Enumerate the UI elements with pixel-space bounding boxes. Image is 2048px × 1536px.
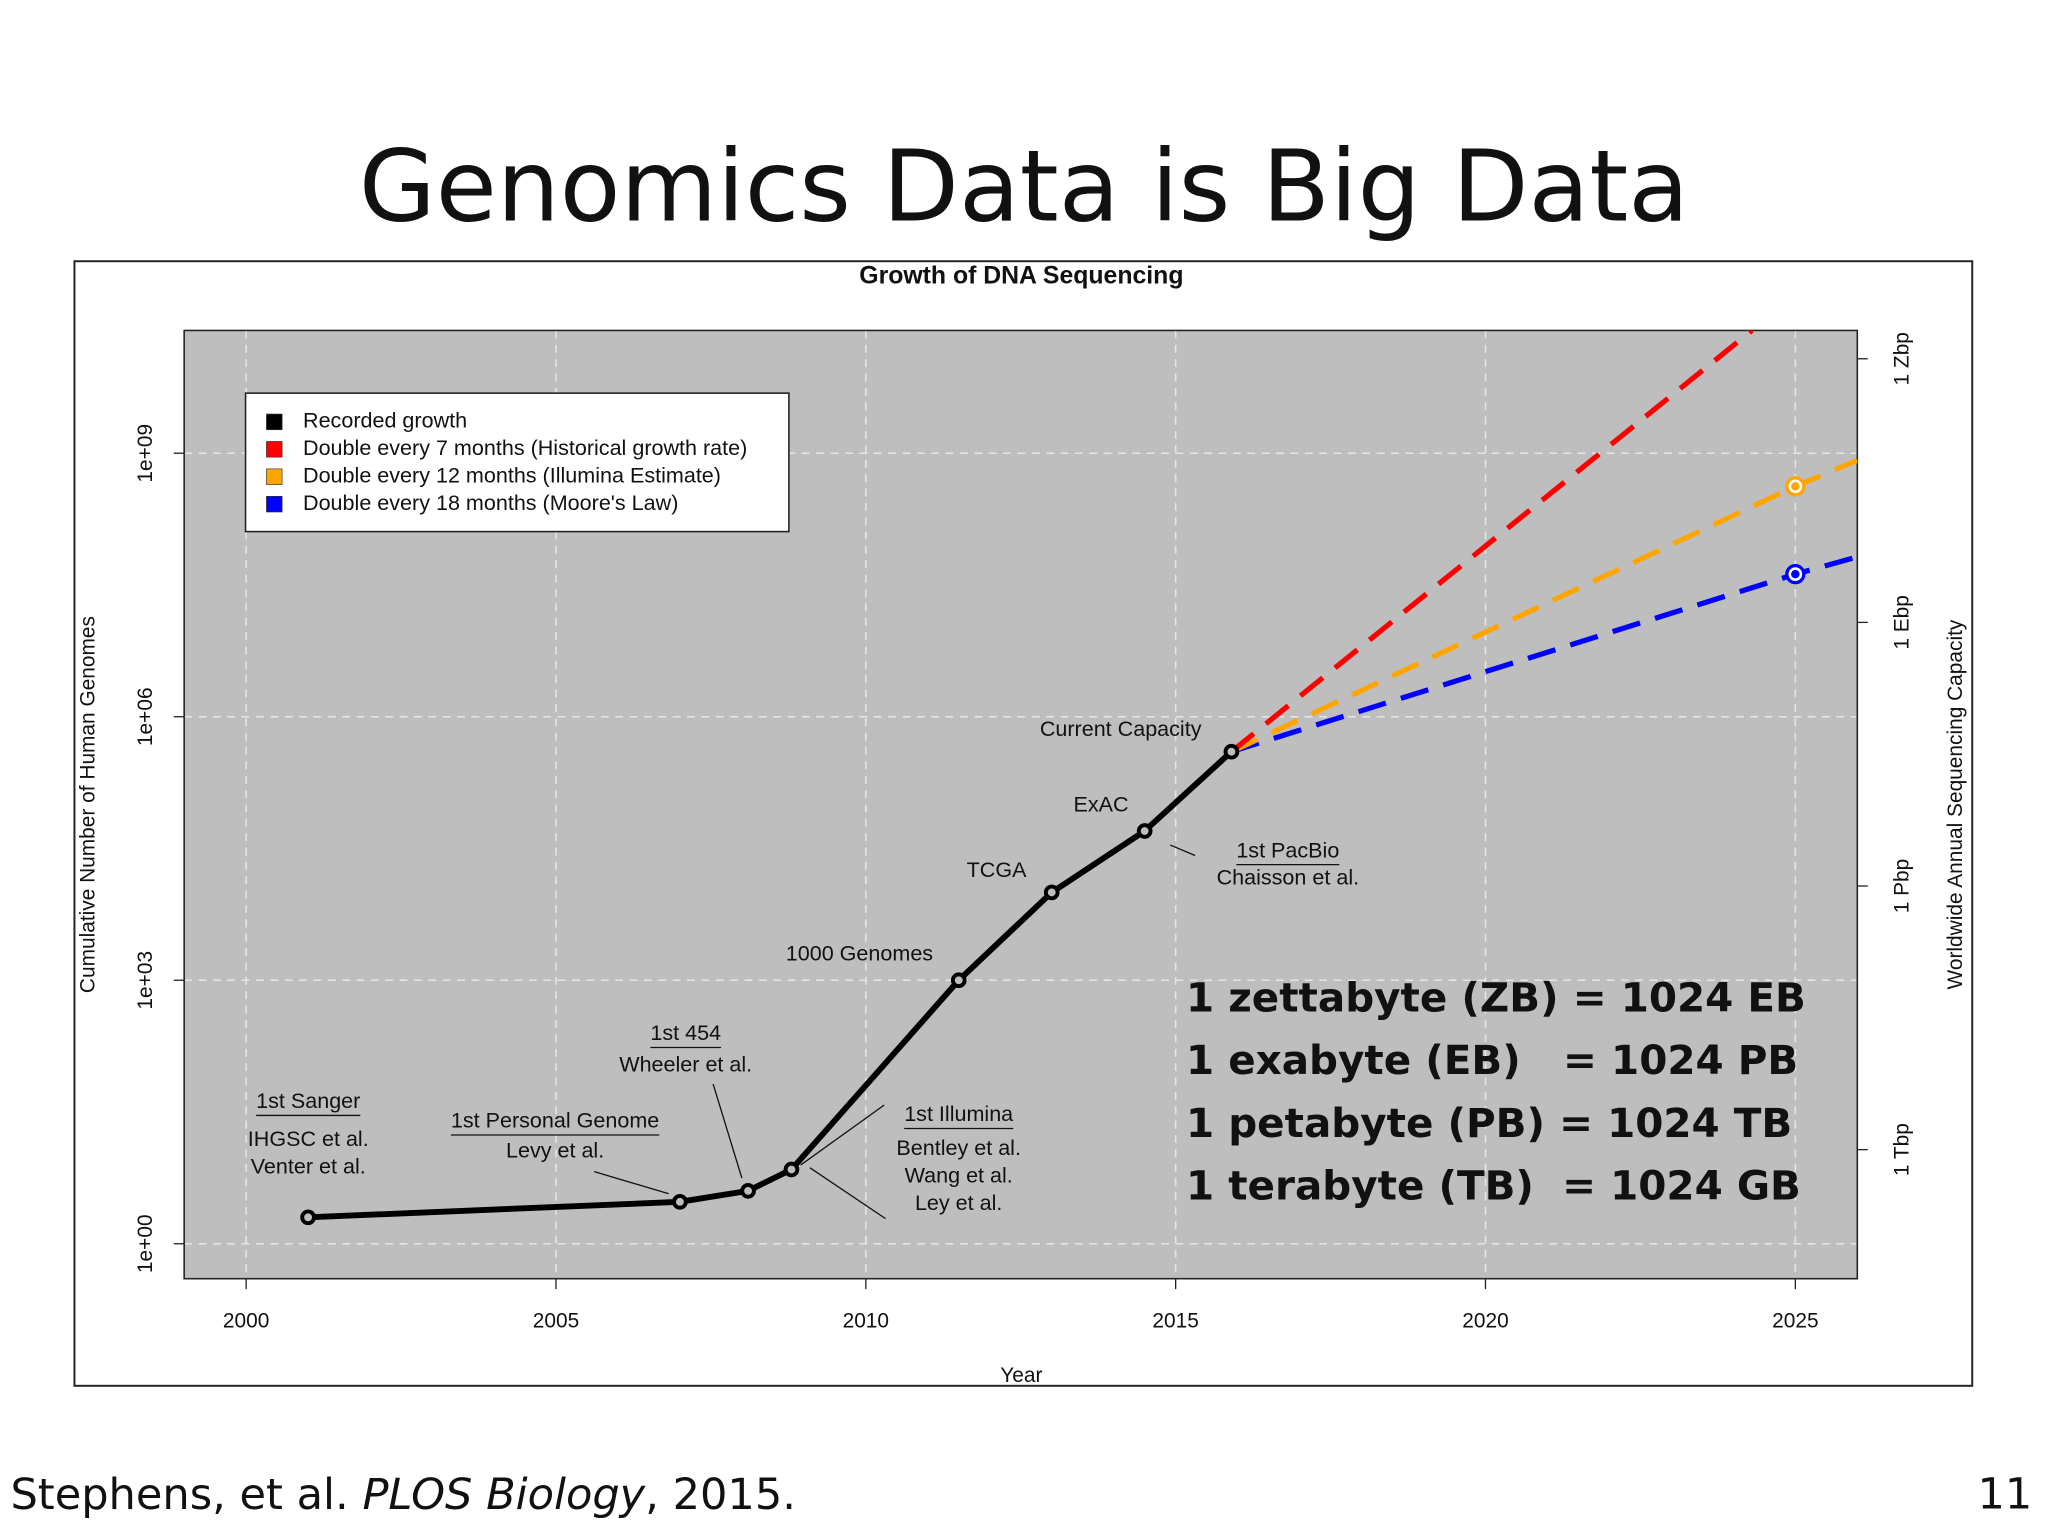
legend-label: Double every 18 months (Moore's Law) [303, 490, 678, 515]
citation-year: , 2015. [645, 1469, 796, 1519]
y-tick-label: 1e+06 [134, 687, 157, 746]
x-tick-label: 2020 [1462, 1309, 1508, 1332]
series-line [1229, 330, 1754, 754]
y-tick-label: 1e+00 [134, 1214, 157, 1273]
point-ring [1785, 476, 1806, 497]
point [672, 1193, 688, 1210]
x-tick-label: 2025 [1772, 1309, 1818, 1332]
y2-tick-label: 1 Pbp [1891, 859, 1914, 914]
annotation-line: Bentley et al. [896, 1135, 1021, 1160]
y-tick-label: 1e+09 [134, 424, 157, 483]
annotation-pointer [1170, 844, 1196, 857]
point [1787, 566, 1803, 582]
x-tick-label: 2010 [843, 1309, 889, 1332]
annotation-title: Current Capacity [1040, 716, 1202, 741]
y-tick-label: 1e+03 [134, 951, 157, 1010]
y2-tick-label: 1 Tbp [1891, 1123, 1914, 1176]
point [1787, 478, 1803, 494]
slide-title: Genomics Data is Big Data [359, 130, 1689, 245]
legend-label: Double every 12 months (Illumina Estimat… [303, 462, 721, 487]
point [300, 1209, 316, 1226]
legend-label: Recorded growth [303, 408, 467, 433]
annotation-pointer [712, 1083, 743, 1179]
series [1230, 554, 1858, 755]
point [1136, 823, 1153, 839]
y2-tick-label: 1 Zbp [1891, 332, 1914, 385]
annotation-pointer [594, 1170, 669, 1195]
annotation-line: Ley et al. [915, 1190, 1002, 1215]
legend-swatch [266, 495, 283, 513]
annotation-title: 1st Illumina [904, 1101, 1013, 1126]
annotation-title: 1st 454 [650, 1020, 721, 1045]
annotation-line: Levy et al. [506, 1138, 604, 1163]
citation-journal: PLOS Biology [362, 1469, 645, 1519]
annotation-title: 1st Personal Genome [451, 1108, 659, 1133]
chart-title: Growth of DNA Sequencing [859, 262, 1183, 289]
x-tick-label: 2015 [1152, 1309, 1198, 1332]
y2-axis-label: Worldwide Annual Sequencing Capacity [1944, 619, 1967, 989]
annotation-title: 1st Sanger [256, 1088, 360, 1113]
page-number: 11 [1977, 1469, 2032, 1519]
point [783, 1161, 800, 1178]
annotation-pointer [800, 1104, 885, 1166]
point [950, 972, 967, 989]
y2-tick-label: 1 Ebp [1891, 595, 1914, 650]
annotation-title: 1st PacBio [1236, 837, 1339, 862]
series [300, 743, 1240, 1226]
annotation-title: 1000 Genomes [786, 940, 933, 965]
legend-swatch [266, 468, 283, 485]
series-line [307, 749, 1234, 1221]
point [1043, 884, 1060, 901]
annotation-title: ExAC [1074, 792, 1129, 817]
legend-box [244, 392, 790, 533]
legend-swatch [266, 441, 283, 458]
annotation-line: Wheeler et al. [619, 1051, 752, 1076]
annotation-line: IHGSC et al. [248, 1126, 369, 1151]
series [1230, 457, 1858, 755]
annotation-line: Chaisson et al. [1217, 865, 1360, 890]
annotation-pointer [809, 1167, 886, 1220]
annotation-title: TCGA [967, 857, 1027, 882]
unit-line: 1 terabyte (TB) = 1024 GB [1186, 1162, 1801, 1210]
annotation-line: Wang et al. [905, 1163, 1013, 1188]
plot-border [183, 329, 1859, 1280]
x-tick-label: 2000 [223, 1309, 269, 1332]
citation-authors: Stephens, et al. [10, 1469, 362, 1519]
unit-line: 1 zettabyte (ZB) = 1024 EB [1186, 973, 1806, 1021]
x-tick-label: 2005 [533, 1309, 579, 1332]
point [1223, 743, 1240, 760]
series [1229, 330, 1754, 754]
x-axis-label: Year [1000, 1364, 1042, 1387]
citation: Stephens, et al. PLOS Biology, 2015. [10, 1469, 796, 1519]
legend-label: Double every 7 months (Historical growth… [303, 435, 747, 460]
legend-swatch [266, 413, 283, 431]
unit-line: 1 exabyte (EB) = 1024 PB [1186, 1036, 1798, 1084]
annotation-line: Venter et al. [251, 1153, 366, 1178]
y-axis-label: Cumulative Number of Human Genomes [76, 616, 99, 993]
point-ring [1785, 564, 1806, 585]
unit-line: 1 petabyte (PB) = 1024 TB [1186, 1099, 1792, 1147]
point [740, 1183, 756, 1199]
